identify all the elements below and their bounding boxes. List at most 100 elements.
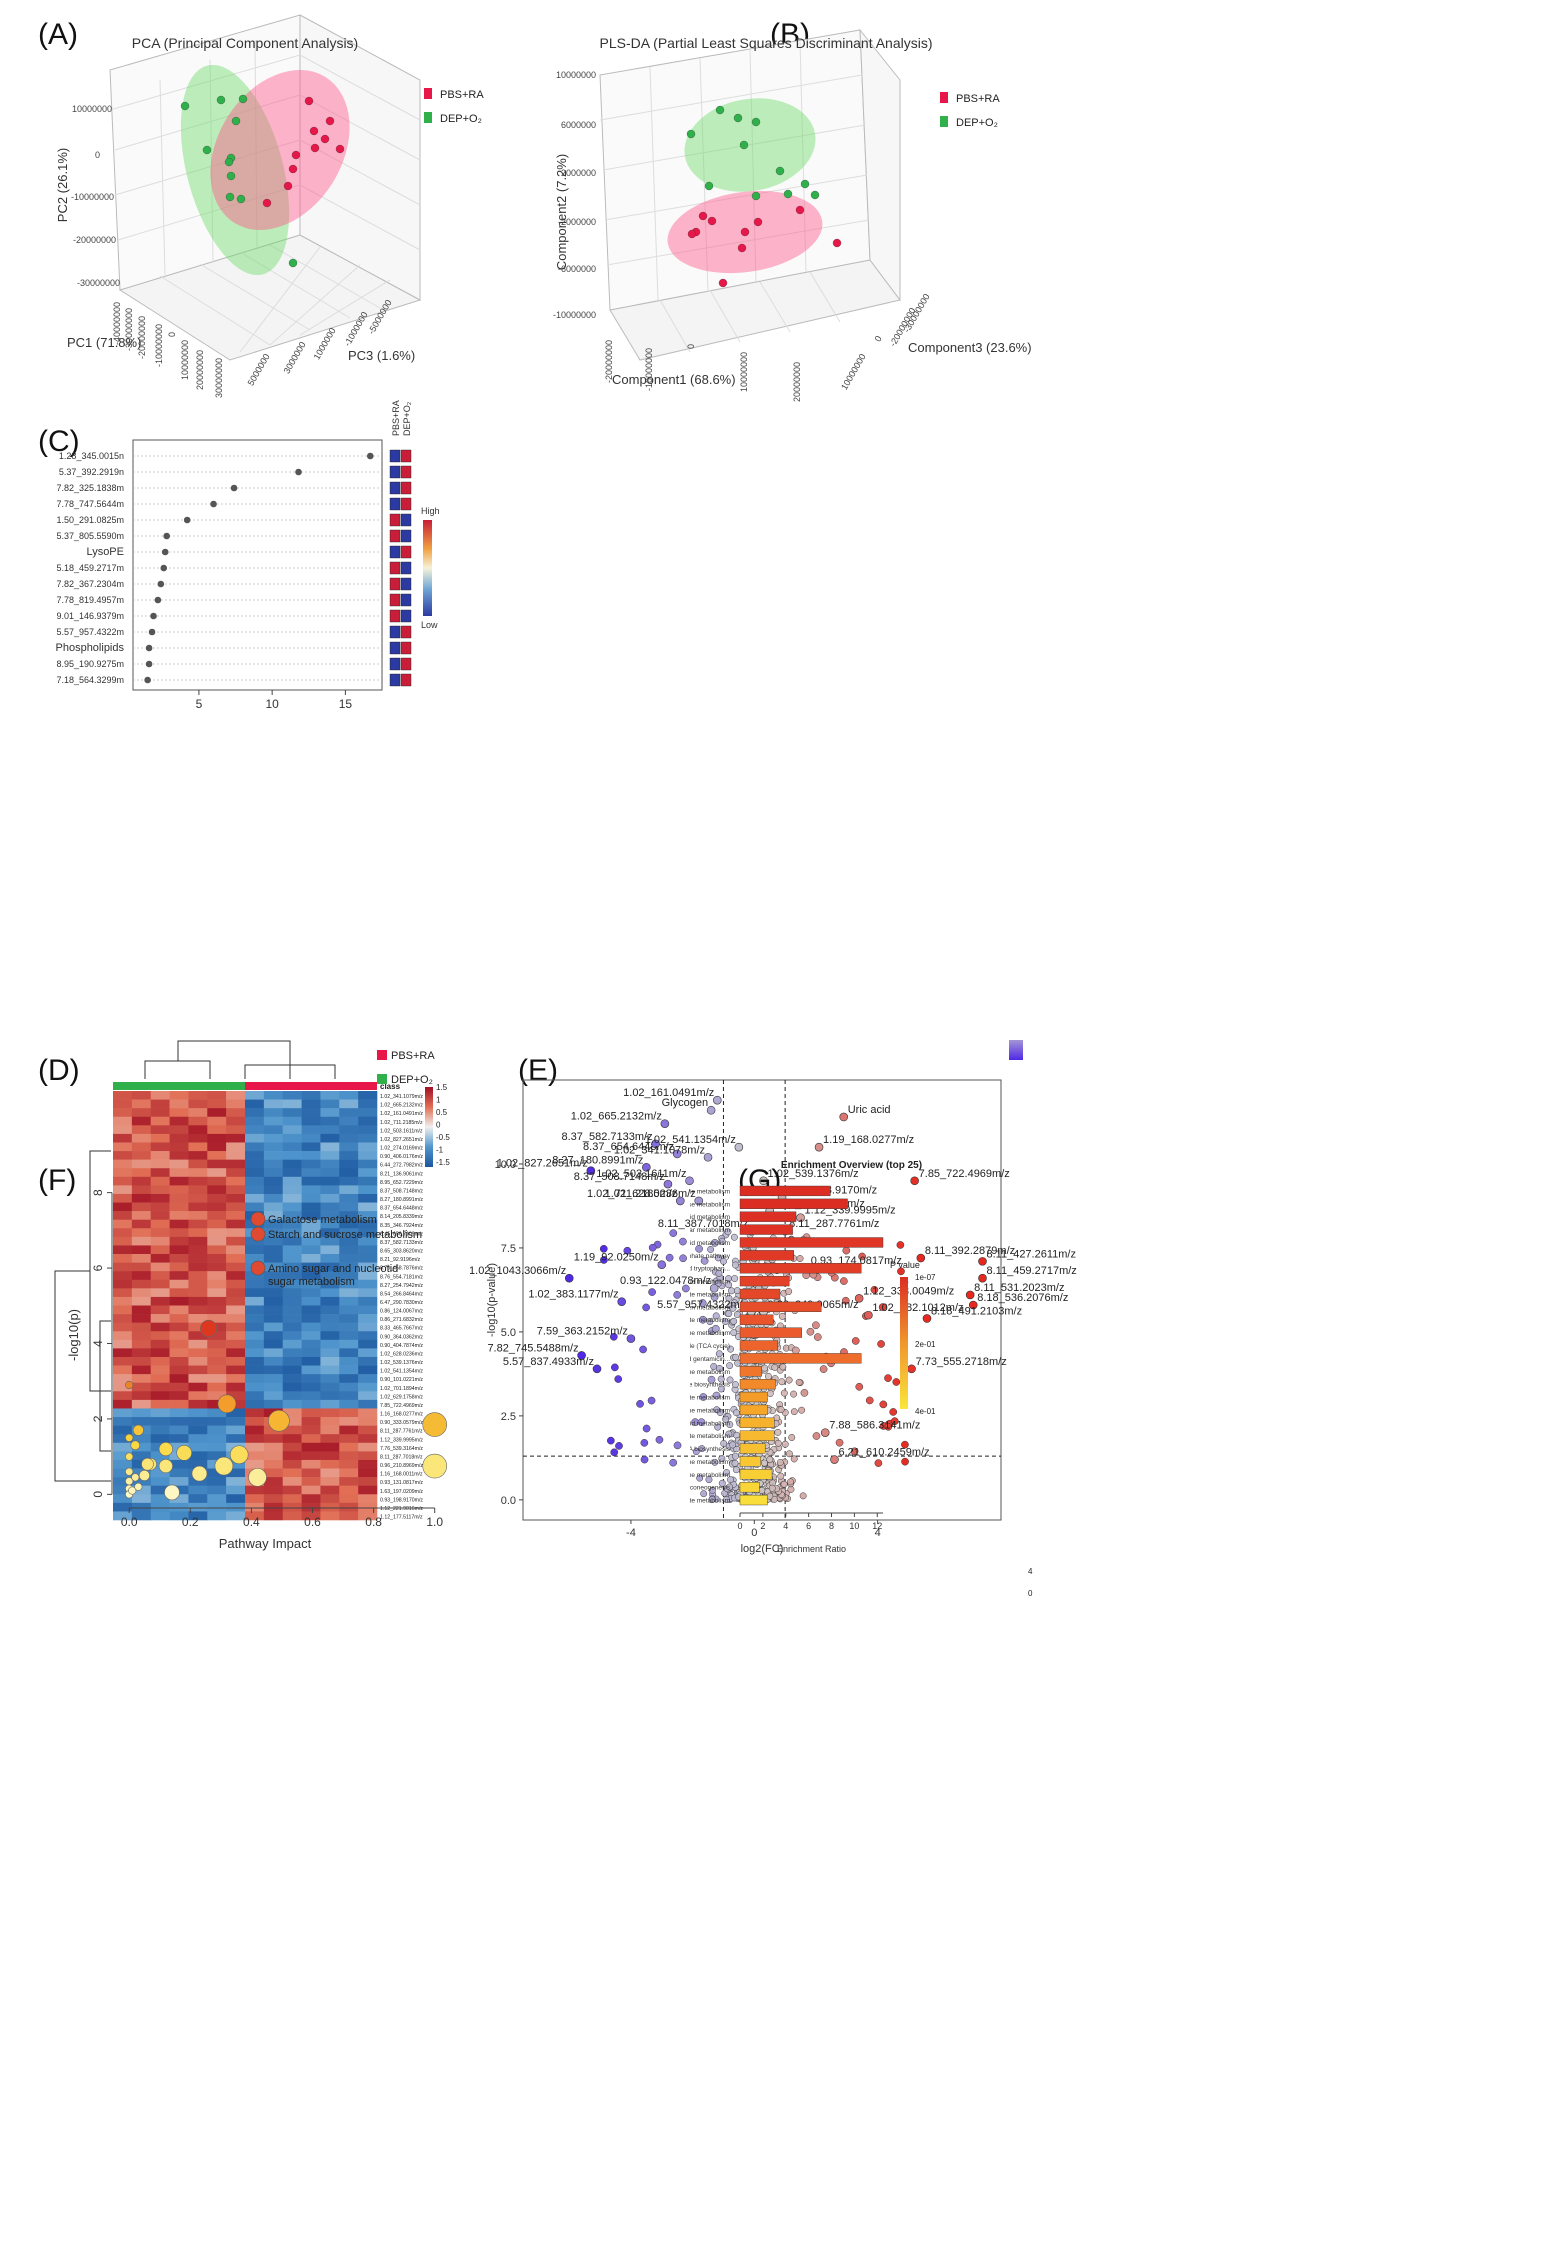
heatmap-cell [169, 1142, 189, 1152]
vip-point [154, 596, 162, 604]
heatmap-cell [113, 1382, 133, 1392]
volcano-y-tick: 10.0 [495, 1159, 516, 1171]
heatmap-cell [113, 1133, 133, 1143]
pca-point-dep [238, 94, 248, 104]
heatmap-cell [358, 1451, 378, 1461]
heatmap-cell [263, 1262, 284, 1272]
heatmap-cell [226, 1459, 246, 1469]
heatmap-cell [263, 1185, 284, 1195]
heatmap-cell [207, 1339, 227, 1349]
heatmap-cell [188, 1399, 208, 1409]
heatmap-cell [301, 1271, 321, 1281]
heatmap-cell [320, 1399, 340, 1409]
volcano-x-tick: 4 [875, 1527, 881, 1539]
heatmap-cell [131, 1168, 152, 1178]
heatmap-cell [282, 1391, 302, 1401]
heatmap-cell [150, 1262, 170, 1272]
heatmap-cell [263, 1151, 284, 1160]
vip-row-label: 1.28_345.0015n [59, 451, 124, 461]
heatmap-cell [358, 1245, 378, 1255]
heatmap-cell [301, 1245, 321, 1255]
heatmap-cell [245, 1236, 265, 1246]
volcano-point [780, 1480, 788, 1488]
heatmap-cell [339, 1279, 359, 1289]
pca-legend-label: DEP+O₂ [440, 113, 482, 125]
enrichment-bar-chart: Enrichment Overview (top 25) Galactose me… [690, 1160, 936, 1554]
heatmap-cell [358, 1348, 378, 1358]
heatmap-cell [207, 1468, 227, 1478]
heatmap-cell [245, 1356, 265, 1366]
heatmap-cell [339, 1365, 359, 1375]
enrichment-bar [739, 1211, 797, 1222]
volcano-point-label: 7.88_586.3141m/z [829, 1420, 920, 1432]
impact-y-tick: 8 [91, 1189, 105, 1196]
heatmap-cell [301, 1314, 321, 1323]
heatmap-cell [282, 1417, 302, 1426]
vip-group-cell [389, 577, 401, 591]
heatmap-cell [301, 1502, 321, 1512]
enrichment-bar [739, 1443, 766, 1454]
heatmap-cell [150, 1374, 170, 1384]
volcano-point [727, 1476, 734, 1484]
pca-x-tick: 30000000 [214, 358, 224, 398]
heatmap-cell [113, 1296, 133, 1306]
plsda-point-dep [800, 179, 810, 189]
heatmap-cell [131, 1245, 152, 1255]
volcano-point [718, 1479, 726, 1487]
enrichment-x-tick: 6 [806, 1521, 811, 1531]
heatmap-cell [245, 1322, 265, 1332]
heatmap-cell [339, 1151, 359, 1160]
heatmap-cell [188, 1151, 208, 1160]
volcano-labeled-point [796, 1213, 805, 1223]
volcano-point [798, 1406, 806, 1414]
heatmap-scale-bar [425, 1087, 433, 1167]
volcano-point [700, 1256, 709, 1265]
plsda-grid-line [759, 281, 791, 333]
heatmap-cell [169, 1314, 189, 1323]
heatmap-cell [358, 1211, 378, 1220]
volcano-point [647, 1396, 656, 1405]
heatmap-cell [320, 1185, 340, 1195]
volcano-point [728, 1287, 735, 1295]
heatmap-cell [113, 1176, 133, 1186]
volcano-point [614, 1375, 623, 1383]
pca-x-tick: -30000000 [124, 308, 134, 351]
heatmap-row-label: 8.95_652.7229m/z [380, 1180, 423, 1186]
heatmap-cell [188, 1211, 208, 1220]
enrichment-bar [739, 1430, 775, 1441]
vip-plot-frame [132, 439, 383, 691]
heatmap-cell [245, 1408, 265, 1418]
volcano-point [732, 1261, 739, 1269]
heatmap-cell [131, 1271, 152, 1281]
impact-point [217, 1394, 237, 1414]
vip-group-cell [400, 561, 412, 575]
volcano-point [717, 1375, 725, 1383]
heatmap-cell [169, 1168, 189, 1178]
pca-grid-line [299, 279, 391, 336]
heatmap-cell [245, 1314, 265, 1323]
heatmap-cell [339, 1314, 359, 1323]
heatmap-cell [282, 1511, 302, 1521]
heatmap-cell [358, 1434, 378, 1444]
heatmap-cell [358, 1459, 378, 1469]
panel-d: (D) class 1.02_341.1079m/z 1.02_665.2132m/… [0, 1040, 700, 1580]
heatmap-scale-tick: -0.5 [436, 1133, 450, 1142]
volcano-point [642, 1303, 650, 1312]
heatmap-cell [339, 1228, 359, 1238]
volcano-point [692, 1448, 700, 1456]
volcano-point [610, 1448, 619, 1457]
heatmap-cell [131, 1219, 152, 1229]
heatmap-cell [113, 1451, 133, 1461]
heatmap-row-label: 0.90_364.0362m/z [380, 1334, 423, 1340]
volcano-labeled-point [592, 1364, 602, 1374]
heatmap-cell [113, 1288, 133, 1298]
heatmap-cell [150, 1382, 170, 1392]
heatmap-cell [188, 1442, 208, 1452]
volcano-point [732, 1409, 740, 1417]
volcano-point [730, 1329, 738, 1337]
volcano-point [729, 1441, 737, 1449]
pca-grid-line [299, 139, 421, 206]
heatmap-cell [131, 1322, 152, 1332]
plsda-point-pbs [795, 205, 805, 215]
heatmap-cell [207, 1133, 227, 1143]
